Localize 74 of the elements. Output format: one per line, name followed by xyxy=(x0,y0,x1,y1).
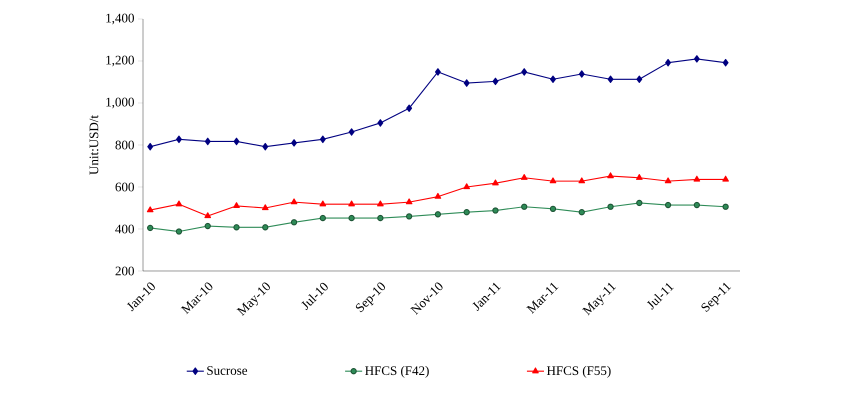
point xyxy=(665,58,672,66)
point xyxy=(694,55,700,63)
point xyxy=(694,176,700,182)
point xyxy=(320,136,326,144)
point xyxy=(521,68,528,76)
point xyxy=(262,224,268,230)
point xyxy=(550,177,556,184)
y-tick-label: 200 xyxy=(116,266,134,276)
point xyxy=(722,58,729,66)
point xyxy=(233,202,240,208)
point xyxy=(290,198,298,204)
point xyxy=(722,204,729,210)
point xyxy=(492,179,499,186)
point xyxy=(320,200,326,206)
point xyxy=(406,104,412,112)
point xyxy=(607,204,614,210)
point xyxy=(520,174,528,180)
point xyxy=(434,192,442,199)
point xyxy=(722,176,729,182)
point xyxy=(434,211,442,218)
y-tick-label: 1,000 xyxy=(106,98,134,108)
point xyxy=(204,138,211,146)
point xyxy=(348,200,355,206)
point xyxy=(550,76,556,84)
legend-label: Sucrose xyxy=(207,366,248,375)
point xyxy=(694,202,700,208)
point xyxy=(406,198,412,204)
point xyxy=(406,213,412,220)
point xyxy=(262,142,268,150)
point xyxy=(377,200,384,206)
point xyxy=(608,76,614,84)
y-tick-label: 1,200 xyxy=(106,56,134,66)
point xyxy=(204,222,211,230)
y-tick-label: 1,400 xyxy=(106,14,134,24)
point xyxy=(578,209,585,216)
point xyxy=(204,212,212,218)
point xyxy=(521,204,528,210)
point xyxy=(636,174,643,180)
point xyxy=(176,228,182,235)
point xyxy=(550,206,556,212)
point xyxy=(664,202,672,208)
point xyxy=(377,119,384,127)
y-tick-label: 600 xyxy=(116,182,134,192)
point xyxy=(348,128,355,136)
point xyxy=(234,138,240,146)
point xyxy=(290,219,298,226)
point xyxy=(636,76,642,84)
point xyxy=(578,177,586,184)
point xyxy=(147,224,154,232)
point xyxy=(233,224,240,230)
point xyxy=(664,177,672,184)
point xyxy=(464,209,470,216)
point xyxy=(492,78,498,86)
point xyxy=(291,139,298,147)
point xyxy=(636,200,642,206)
legend-label: HFCS (F55) xyxy=(546,366,611,378)
point xyxy=(492,207,499,214)
point xyxy=(578,70,585,78)
y-tick-label: 800 xyxy=(115,140,134,150)
point xyxy=(320,214,326,222)
point xyxy=(262,204,269,210)
point xyxy=(463,183,470,190)
point xyxy=(146,206,154,212)
point xyxy=(377,214,384,222)
point xyxy=(348,214,355,222)
point xyxy=(434,68,441,76)
y-axis-title: Unit:USD/t xyxy=(90,115,98,175)
point xyxy=(464,79,470,87)
point xyxy=(147,142,154,150)
point xyxy=(607,172,614,178)
point xyxy=(176,136,182,144)
point xyxy=(176,200,182,206)
y-tick-label: 400 xyxy=(115,224,134,234)
legend-label: HFCS (F42) xyxy=(365,366,429,378)
